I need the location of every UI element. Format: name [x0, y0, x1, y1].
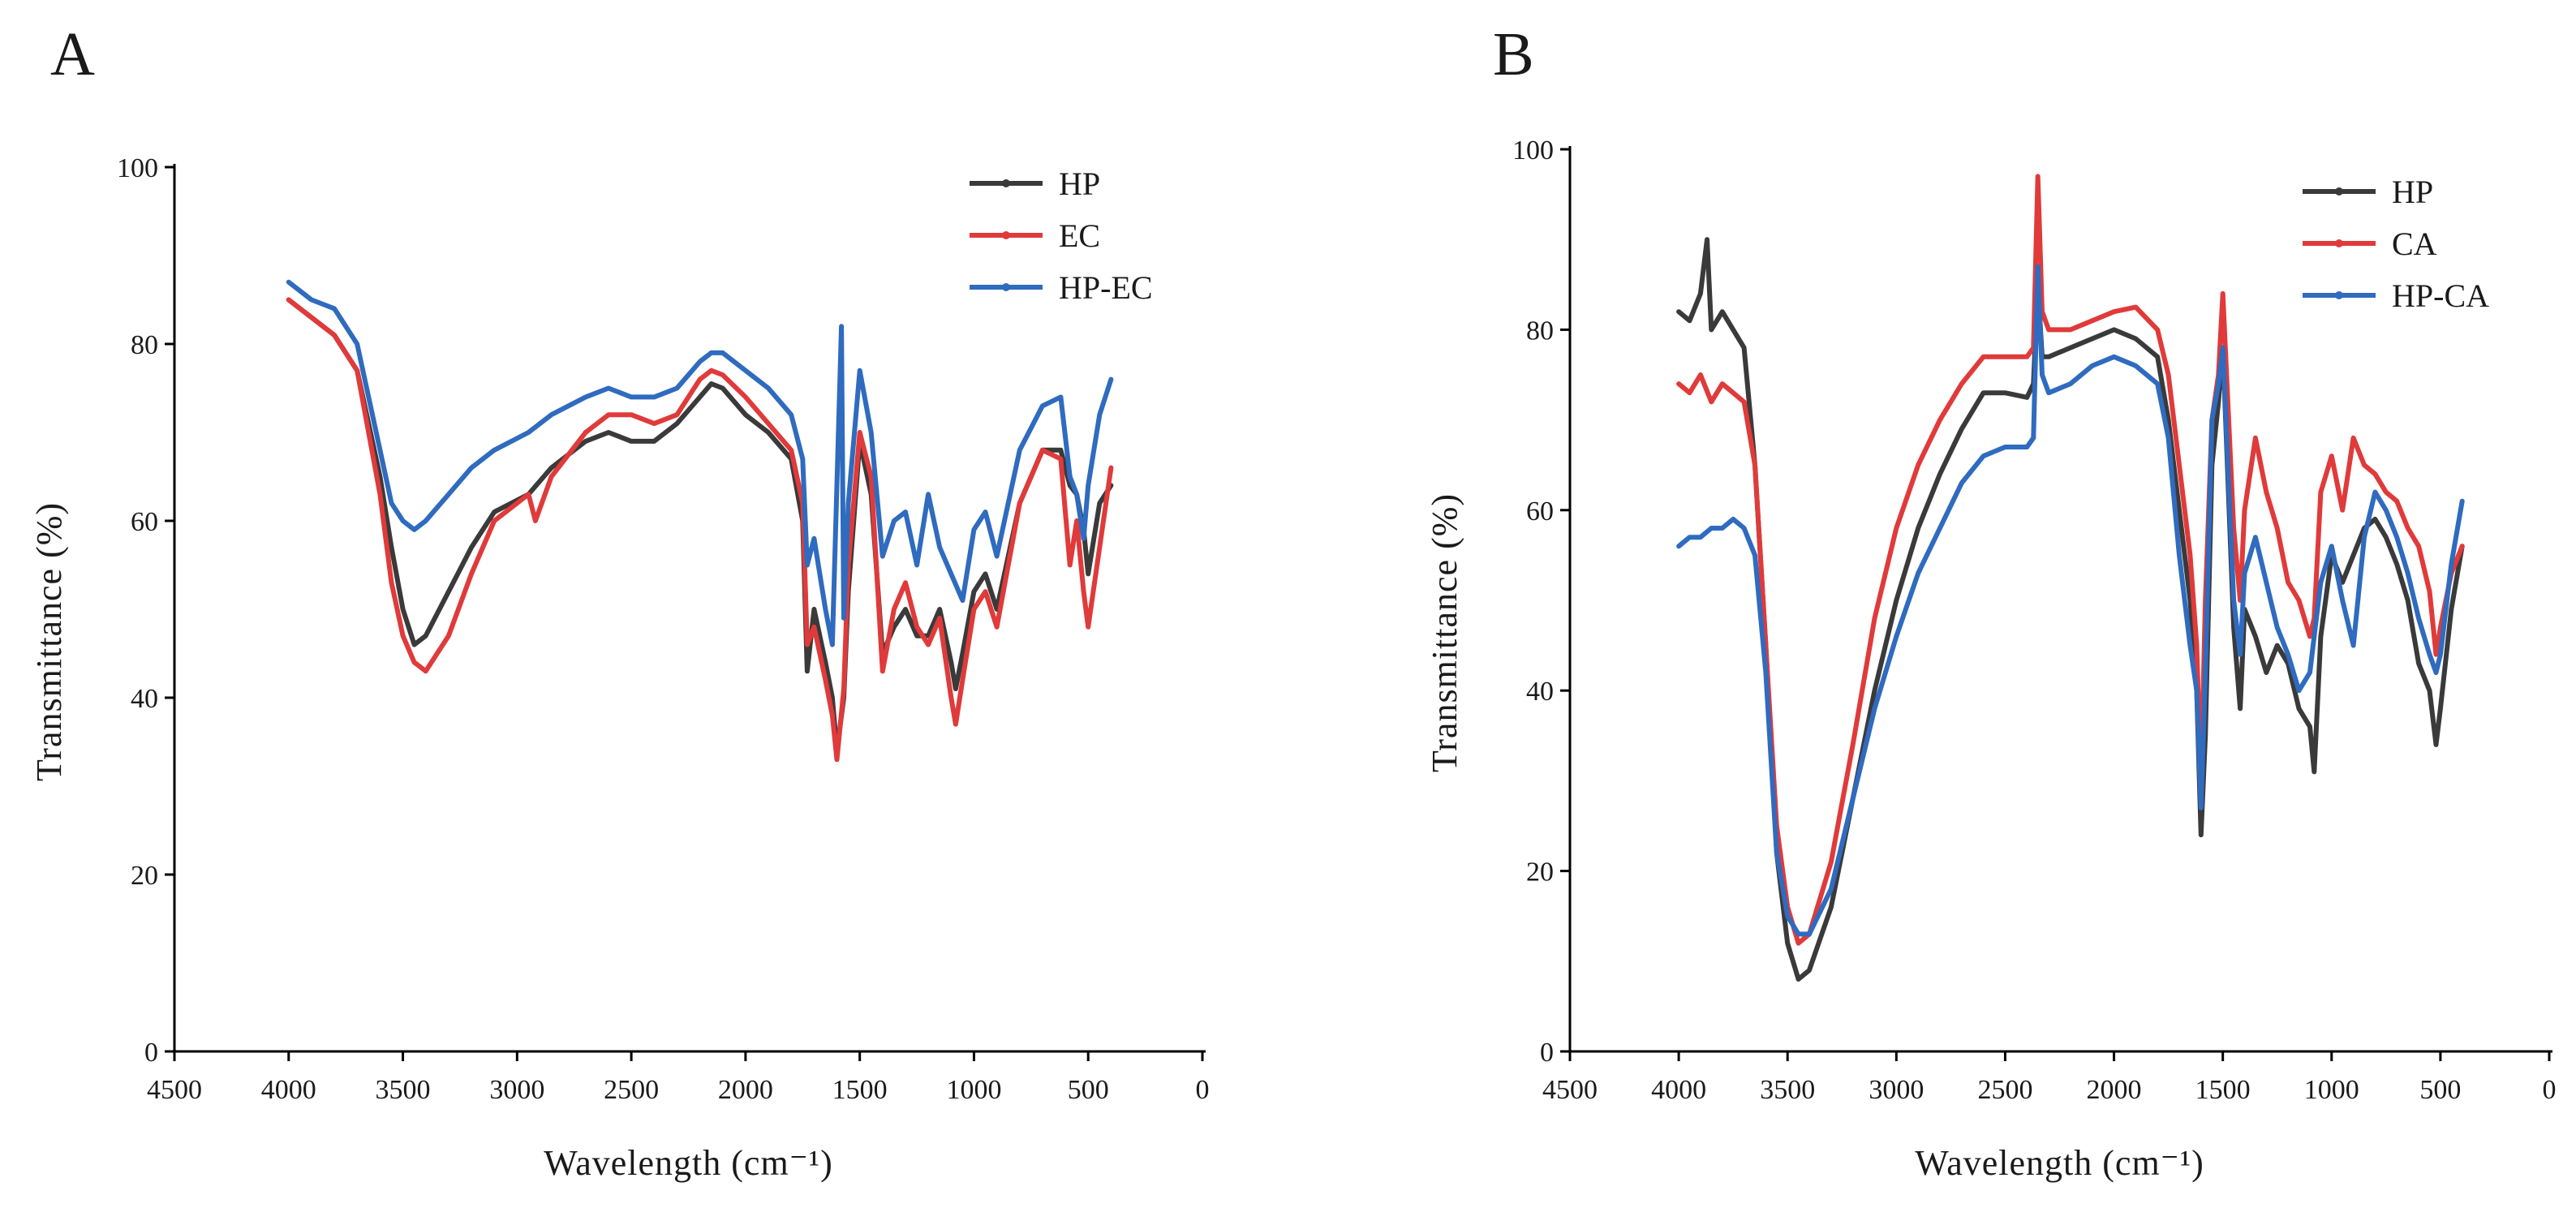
x-tick-label: 2000: [2087, 1075, 2142, 1105]
y-tick-label: 0: [144, 1038, 158, 1068]
x-tick-label: 3000: [1869, 1075, 1924, 1105]
panel-a: A 0 20 40 60 80 100 4500 4000 3500 3000 2500 2000 150…: [29, 20, 1210, 1183]
series-line-ca: [1676, 174, 2465, 946]
y-tick-label: 20: [131, 861, 158, 891]
legend-marker-hp: [1002, 179, 1010, 187]
x-tick-label: 1500: [832, 1075, 888, 1105]
y-tick-label: 60: [1526, 497, 1554, 527]
x-tick-label: 500: [2419, 1075, 2461, 1105]
legend-marker-hp-ec: [1002, 283, 1010, 291]
x-tick-label: 3500: [1760, 1075, 1815, 1105]
x-tick-label: 0: [1196, 1075, 1210, 1105]
y-tick-label: 80: [1526, 316, 1554, 346]
legend-marker-hp: [2335, 187, 2343, 196]
x-tick-label: 4500: [147, 1075, 202, 1105]
y-tick-label: 0: [1540, 1038, 1554, 1068]
y-tick-label: 40: [1526, 677, 1554, 707]
y-tick-label: 40: [131, 684, 158, 714]
x-tick-label: 3000: [489, 1075, 544, 1105]
x-tick-label: 4500: [1542, 1075, 1598, 1105]
legend-label-hp-ca: HP-CA: [2392, 277, 2489, 314]
x-axis-title: Wavelength (cm⁻¹): [544, 1143, 833, 1183]
x-tick-label: 2500: [604, 1075, 659, 1105]
x-axis-title: Wavelength (cm⁻¹): [1915, 1143, 2204, 1183]
panel-b: B 0 20 40 60 80 100 4500 4000 3500 3000 2500 2000 150…: [1425, 20, 2557, 1183]
x-tick-label: 4000: [261, 1075, 316, 1105]
legend-marker-hp-ca: [2335, 291, 2343, 299]
legend-label-hp: HP: [2392, 174, 2433, 210]
x-tick-label: 1000: [946, 1075, 1001, 1105]
x-tick-label: 1000: [2304, 1075, 2359, 1105]
series-line-hp-ca: [1676, 264, 2465, 937]
y-tick-label: 80: [131, 330, 158, 360]
legend-marker-ca: [2335, 239, 2343, 247]
y-tick-label: 100: [1512, 135, 1554, 166]
x-tick-label: 3500: [376, 1075, 431, 1105]
series-line-hp: [1676, 237, 2465, 982]
x-tick-label: 2500: [1977, 1075, 2032, 1105]
x-tick-label: 2000: [718, 1075, 773, 1105]
legend-label-ec: EC: [1059, 217, 1100, 254]
x-tick-label: 0: [2543, 1075, 2557, 1105]
x-tick-label: 500: [1068, 1075, 1109, 1105]
panel-label: B: [1493, 20, 1534, 88]
series-line-hp-ec: [286, 279, 1114, 647]
legend-label-hp-ec: HP-EC: [1059, 269, 1153, 306]
y-tick-label: 100: [117, 153, 158, 183]
legend-label-hp: HP: [1059, 166, 1100, 202]
y-axis-title: Transmittance (%): [29, 502, 69, 781]
x-tick-label: 1500: [2195, 1075, 2251, 1105]
series-line-ec: [286, 297, 1114, 763]
y-axis-title: Transmittance (%): [1425, 493, 1464, 772]
y-tick-label: 20: [1526, 858, 1554, 888]
panel-label: A: [50, 20, 95, 88]
y-tick-label: 60: [131, 507, 158, 537]
x-tick-label: 4000: [1651, 1075, 1706, 1105]
legend-label-ca: CA: [2392, 226, 2437, 262]
series-line-hp: [286, 297, 1114, 754]
legend-marker-ec: [1002, 231, 1010, 239]
